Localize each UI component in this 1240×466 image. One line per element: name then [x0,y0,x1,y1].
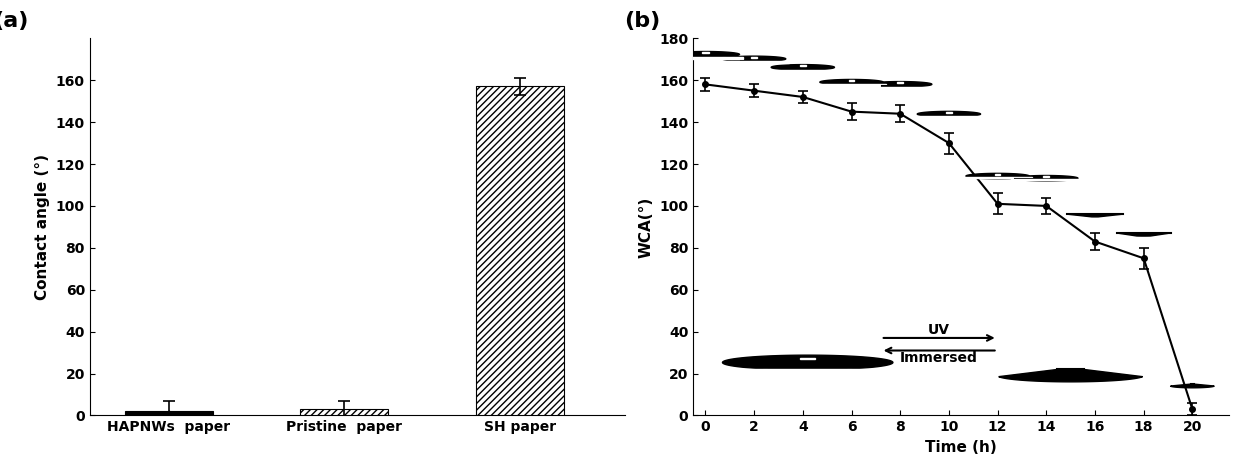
Bar [848,80,854,81]
Polygon shape [1171,384,1214,388]
Polygon shape [723,355,893,370]
Polygon shape [719,62,789,63]
Polygon shape [817,84,887,86]
Polygon shape [866,87,935,88]
Polygon shape [768,70,838,71]
Polygon shape [671,52,739,57]
Polygon shape [998,370,1142,382]
Text: UV: UV [929,322,950,336]
Polygon shape [914,116,983,117]
Bar [476,87,564,416]
Text: (a): (a) [0,11,29,31]
Text: Immersed: Immersed [900,351,978,365]
Polygon shape [1014,176,1078,181]
Bar [800,357,816,359]
Polygon shape [820,79,883,85]
Bar [994,174,1001,175]
Polygon shape [771,65,835,70]
Bar [300,409,388,416]
Polygon shape [668,57,743,59]
Bar [946,112,952,113]
Polygon shape [962,177,1033,178]
Bar [751,57,756,58]
Polygon shape [1012,178,1081,180]
Polygon shape [918,111,981,117]
Polygon shape [1069,214,1121,217]
Polygon shape [714,370,901,373]
Text: (b): (b) [624,11,660,31]
X-axis label: Time (h): Time (h) [925,440,997,455]
Bar [125,411,213,416]
Y-axis label: WCA(°): WCA(°) [639,196,653,258]
Polygon shape [723,56,786,62]
Polygon shape [966,173,1029,179]
Y-axis label: Contact angle (°): Contact angle (°) [35,154,50,300]
Polygon shape [868,82,931,87]
Bar [898,82,903,83]
Polygon shape [1117,233,1169,236]
